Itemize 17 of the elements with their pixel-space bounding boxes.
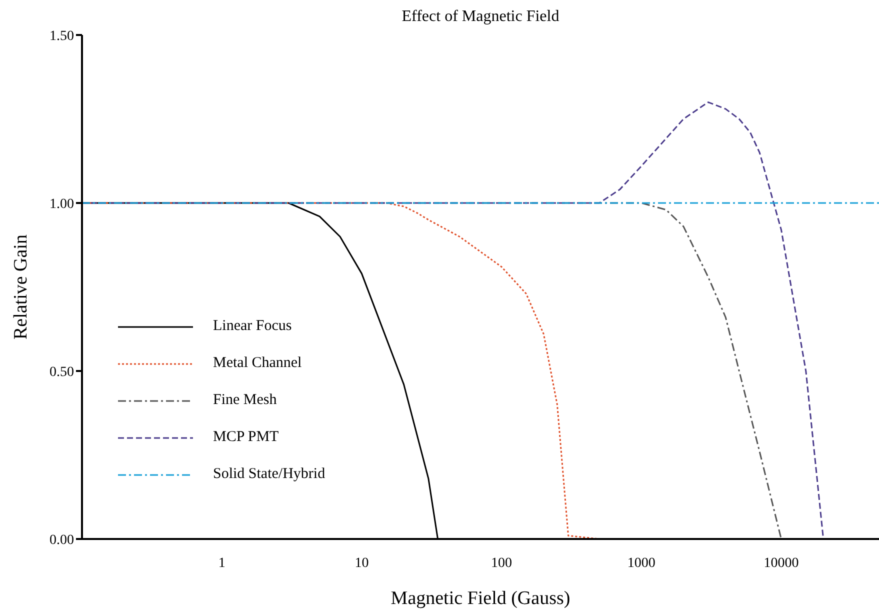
y-tick-label: 0.50 bbox=[50, 364, 74, 380]
legend-label: Linear Focus bbox=[213, 318, 292, 335]
legend-label: MCP PMT bbox=[213, 429, 279, 446]
x-tick-label: 100 bbox=[491, 556, 512, 571]
y-tick-label: 1.50 bbox=[50, 28, 74, 44]
x-tick-label: 10 bbox=[354, 556, 369, 571]
x-axis-title: Magnetic Field (Gauss) bbox=[390, 588, 570, 609]
x-tick-label: 1000 bbox=[627, 556, 656, 571]
x-tick-label: 10000 bbox=[764, 556, 799, 571]
x-tick-label: 1 bbox=[218, 556, 226, 571]
legend-label: Fine Mesh bbox=[213, 392, 277, 409]
y-axis-title: Relative Gain bbox=[10, 234, 32, 340]
chart-title: Effect of Magnetic Field bbox=[400, 8, 560, 26]
legend-label: Solid State/Hybrid bbox=[213, 466, 326, 483]
y-tick-label: 1.00 bbox=[50, 196, 74, 212]
legend-label: Metal Channel bbox=[213, 355, 302, 372]
y-tick-label: 0.00 bbox=[50, 532, 74, 548]
